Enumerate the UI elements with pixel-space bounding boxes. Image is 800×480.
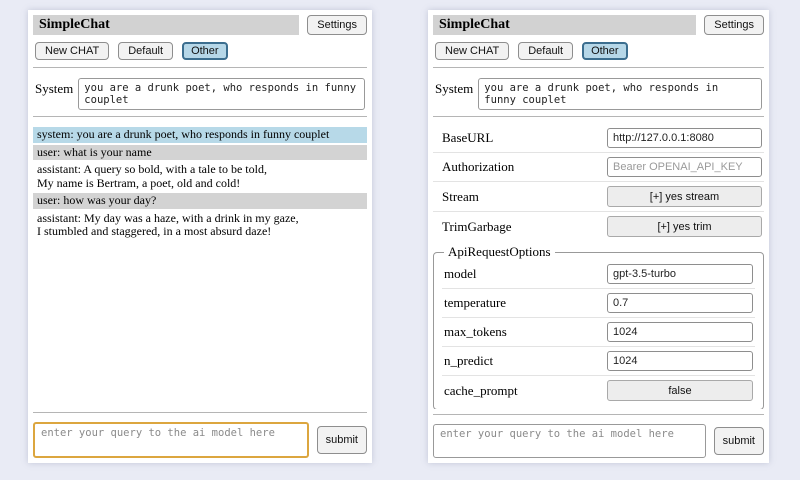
app-title: SimpleChat	[433, 15, 697, 35]
api-request-options-fieldset: ApiRequestOptions model temperature max_…	[433, 244, 764, 409]
new-chat-button[interactable]: New CHAT	[35, 42, 110, 60]
chat-session-tabs: New CHAT Default Other	[35, 42, 367, 60]
submit-button[interactable]: submit	[713, 427, 764, 455]
temperature-label: temperature	[444, 295, 507, 310]
chat-message-system: system: you are a drunk poet, who respon…	[33, 127, 367, 143]
chat-message-assistant: assistant: My day was a haze, with a dri…	[37, 210, 299, 238]
divider	[433, 116, 764, 117]
model-input[interactable]	[607, 264, 753, 284]
titlebar: SimpleChat Settings	[33, 15, 367, 35]
trimgarbage-label: TrimGarbage	[442, 218, 512, 234]
tab-other[interactable]: Other	[582, 42, 628, 60]
trimgarbage-toggle-button[interactable]: [+] yes trim	[607, 216, 762, 237]
setting-row-n-predict: n_predict	[442, 347, 755, 376]
system-prompt-row: System you are a drunk poet, who respond…	[35, 78, 365, 110]
query-input[interactable]	[33, 422, 309, 458]
api-request-options-legend: ApiRequestOptions	[448, 244, 551, 259]
settings-button[interactable]: Settings	[704, 15, 764, 35]
divider	[33, 412, 367, 413]
new-chat-button[interactable]: New CHAT	[435, 42, 510, 60]
setting-row-authorization: Authorization	[433, 153, 764, 182]
baseurl-label: BaseURL	[442, 130, 494, 145]
system-label: System	[435, 81, 474, 96]
submit-button[interactable]: submit	[316, 426, 367, 454]
stream-toggle-button[interactable]: [+] yes stream	[607, 186, 762, 207]
system-label: System	[35, 81, 74, 96]
model-label: model	[444, 266, 477, 281]
divider	[433, 414, 764, 415]
divider	[433, 67, 764, 68]
divider	[33, 67, 367, 68]
settings-list: BaseURL Authorization Stream [+] yes str…	[433, 124, 764, 409]
max-tokens-label: max_tokens	[444, 324, 507, 339]
system-prompt-row: System you are a drunk poet, who respond…	[435, 78, 762, 110]
setting-row-stream: Stream [+] yes stream	[433, 182, 764, 212]
query-row: submit	[33, 422, 367, 458]
setting-row-trimgarbage: TrimGarbage [+] yes trim	[433, 212, 764, 241]
app-title: SimpleChat	[33, 15, 300, 35]
tab-default[interactable]: Default	[118, 42, 174, 60]
stream-label: Stream	[442, 188, 479, 204]
setting-row-baseurl: BaseURL	[433, 124, 764, 153]
cache-prompt-toggle-button[interactable]: false	[607, 380, 753, 401]
authorization-input[interactable]	[607, 157, 762, 177]
temperature-input[interactable]	[607, 293, 753, 313]
n-predict-input[interactable]	[607, 351, 753, 371]
tab-default[interactable]: Default	[518, 42, 574, 60]
titlebar: SimpleChat Settings	[433, 15, 764, 35]
max-tokens-input[interactable]	[607, 322, 753, 342]
settings-button[interactable]: Settings	[307, 15, 367, 35]
setting-row-model: model	[442, 260, 755, 289]
chat-message-assistant: assistant: A query so bold, with a tale …	[37, 162, 267, 190]
query-row: submit	[433, 424, 764, 458]
chat-session-tabs: New CHAT Default Other	[435, 42, 764, 60]
chat-message-user: user: what is your name	[33, 144, 367, 160]
setting-row-cache-prompt: cache_prompt false	[442, 376, 755, 405]
system-prompt-input[interactable]: you are a drunk poet, who responds in fu…	[78, 78, 365, 110]
setting-row-temperature: temperature	[442, 289, 755, 318]
divider	[33, 116, 367, 117]
cache-prompt-label: cache_prompt	[444, 382, 518, 398]
tab-other[interactable]: Other	[182, 42, 228, 60]
authorization-label: Authorization	[442, 159, 515, 174]
baseurl-input[interactable]	[607, 128, 762, 148]
setting-row-max-tokens: max_tokens	[442, 318, 755, 347]
settings-panel: SimpleChat Settings New CHAT Default Oth…	[428, 10, 769, 463]
query-input[interactable]	[433, 424, 706, 458]
chat-message-user: user: how was your day?	[33, 193, 367, 209]
system-prompt-input[interactable]: you are a drunk poet, who responds in fu…	[478, 78, 762, 110]
n-predict-label: n_predict	[444, 353, 494, 368]
chat-panel: SimpleChat Settings New CHAT Default Oth…	[28, 10, 372, 463]
chat-log: system: you are a drunk poet, who respon…	[33, 127, 367, 407]
